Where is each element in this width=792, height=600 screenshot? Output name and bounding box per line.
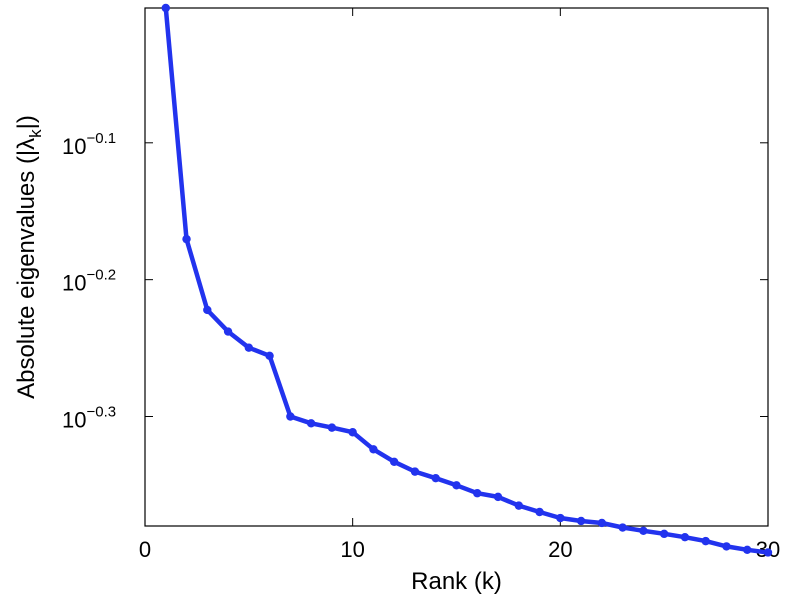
data-point (514, 501, 523, 510)
y-tick-label: 10−0.2 (62, 267, 116, 296)
data-point (452, 481, 461, 490)
data-point (659, 529, 669, 539)
y-ticks: 10−0.1 10−0.2 10−0.3 (62, 130, 768, 433)
x-tick-label: 10 (340, 537, 364, 562)
data-point (535, 507, 544, 517)
data-point (763, 548, 773, 557)
x-axis-label: Rank (k) (411, 568, 502, 595)
series-layer (161, 3, 773, 557)
x-tick-label: 20 (548, 537, 572, 562)
data-point (244, 343, 254, 352)
data-point (722, 542, 731, 551)
data-point (576, 516, 586, 526)
y-axis-label: Absolute eigenvalues (|λk|) (13, 115, 45, 399)
data-point (701, 536, 710, 546)
data-point (223, 327, 233, 336)
data-point (182, 234, 191, 244)
y-tick-label: 10−0.3 (62, 404, 116, 433)
x-tick-label: 0 (139, 537, 151, 562)
data-point (306, 419, 316, 428)
data-point (431, 473, 440, 483)
data-point (680, 532, 690, 542)
data-point (348, 428, 357, 437)
data-point (743, 545, 752, 555)
y-tick-label: 10−0.1 (62, 130, 116, 159)
data-point (286, 412, 295, 421)
y-axis-label-sub: k (26, 129, 45, 138)
x-ticks: 0102030 (139, 8, 780, 562)
y-axis-label-close: |) (13, 115, 40, 129)
data-point (639, 526, 648, 536)
data-point (556, 513, 565, 523)
data-point (203, 305, 212, 315)
data-point (410, 467, 420, 476)
plot-area (144, 7, 769, 527)
data-point (327, 423, 337, 432)
data-point (473, 489, 482, 498)
data-point (597, 518, 607, 528)
data-point (618, 523, 627, 532)
data-point (161, 3, 170, 13)
data-point (390, 457, 399, 467)
data-point (369, 445, 378, 454)
data-point (493, 492, 503, 502)
data-point (265, 351, 274, 360)
y-axis-label-main: Absolute eigenvalues (|λ (13, 138, 40, 399)
